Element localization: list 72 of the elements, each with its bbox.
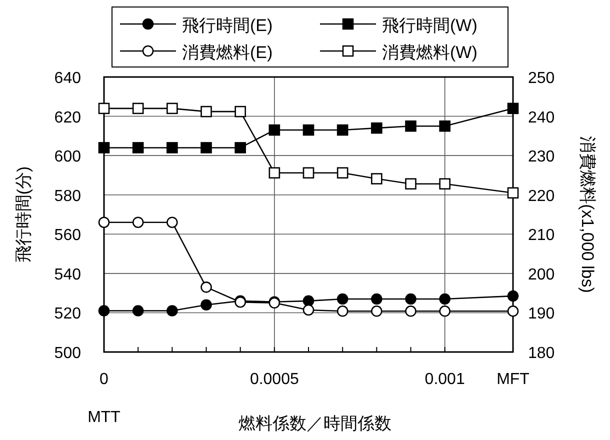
y2-tick-label: 220: [528, 188, 555, 205]
point: [98, 142, 110, 154]
point: [200, 299, 212, 311]
y2-tick-label: 250: [528, 70, 555, 87]
y-axis-title: 飛行時間(分): [14, 166, 33, 263]
point: [439, 293, 450, 305]
y2-tick-label: 240: [528, 109, 555, 126]
y-tick-label: 580: [54, 188, 82, 205]
point: [405, 305, 416, 317]
x-tick-label: 0: [100, 371, 109, 388]
point: [371, 122, 382, 134]
legend-label: 消費燃料(E): [182, 43, 273, 62]
point: [371, 305, 382, 317]
point: [336, 293, 348, 305]
x-tick-label: 0.0005: [250, 371, 299, 388]
point: [268, 167, 280, 179]
point: [234, 106, 246, 118]
point: [98, 216, 110, 228]
y-tick-label: 540: [54, 266, 82, 284]
y2-tick-label: 190: [528, 306, 555, 323]
point: [507, 102, 519, 114]
point: [302, 295, 314, 307]
point: [439, 120, 450, 132]
point: [507, 305, 519, 317]
point: [132, 102, 144, 114]
point: [336, 124, 348, 136]
point: [132, 142, 144, 154]
point: [200, 106, 212, 118]
point: [302, 304, 314, 316]
point: [200, 142, 212, 154]
point: [98, 305, 110, 316]
point: [439, 305, 450, 317]
point: [166, 305, 178, 316]
point: [166, 102, 178, 114]
legend-label: 消費燃料(W): [382, 43, 478, 62]
x-tick-label: 0.001: [424, 371, 465, 388]
point: [166, 142, 178, 154]
y2-axis-title: 消費燃料(x1,000 lbs): [578, 136, 597, 293]
point: [132, 216, 144, 228]
point: [132, 305, 144, 316]
point: [507, 187, 519, 199]
y-tick-label: 640: [54, 70, 82, 87]
y2-tick-label: 210: [528, 227, 555, 244]
point: [405, 293, 416, 305]
point: [405, 120, 416, 132]
point: [166, 216, 178, 228]
point: [200, 282, 212, 293]
y2-tick-label: 230: [528, 148, 555, 166]
point: [371, 293, 382, 305]
legend-label: 飛行時間(E): [182, 16, 273, 35]
y-tick-label: 520: [54, 306, 82, 323]
text: MTT: [88, 409, 121, 426]
point: [302, 167, 314, 179]
x-axis-title: 燃料係数／時間係数: [238, 414, 392, 433]
legend-label: 飛行時間(W): [382, 16, 478, 35]
point: [371, 173, 382, 184]
point: [302, 124, 314, 136]
point: [336, 305, 348, 317]
point: [336, 167, 348, 179]
y-tick-label: 500: [54, 345, 82, 362]
point: [268, 124, 280, 136]
y-tick-label: 620: [54, 109, 82, 126]
y2-tick-label: 180: [528, 345, 555, 362]
y-tick-label: 600: [54, 148, 82, 166]
y-tick-label: 560: [54, 227, 82, 244]
x-tick-label: MFT: [496, 371, 530, 388]
point: [234, 142, 246, 154]
point: [405, 178, 416, 190]
point: [507, 290, 519, 302]
y2-tick-label: 200: [528, 266, 555, 284]
point: [439, 178, 450, 190]
point: [98, 102, 110, 114]
